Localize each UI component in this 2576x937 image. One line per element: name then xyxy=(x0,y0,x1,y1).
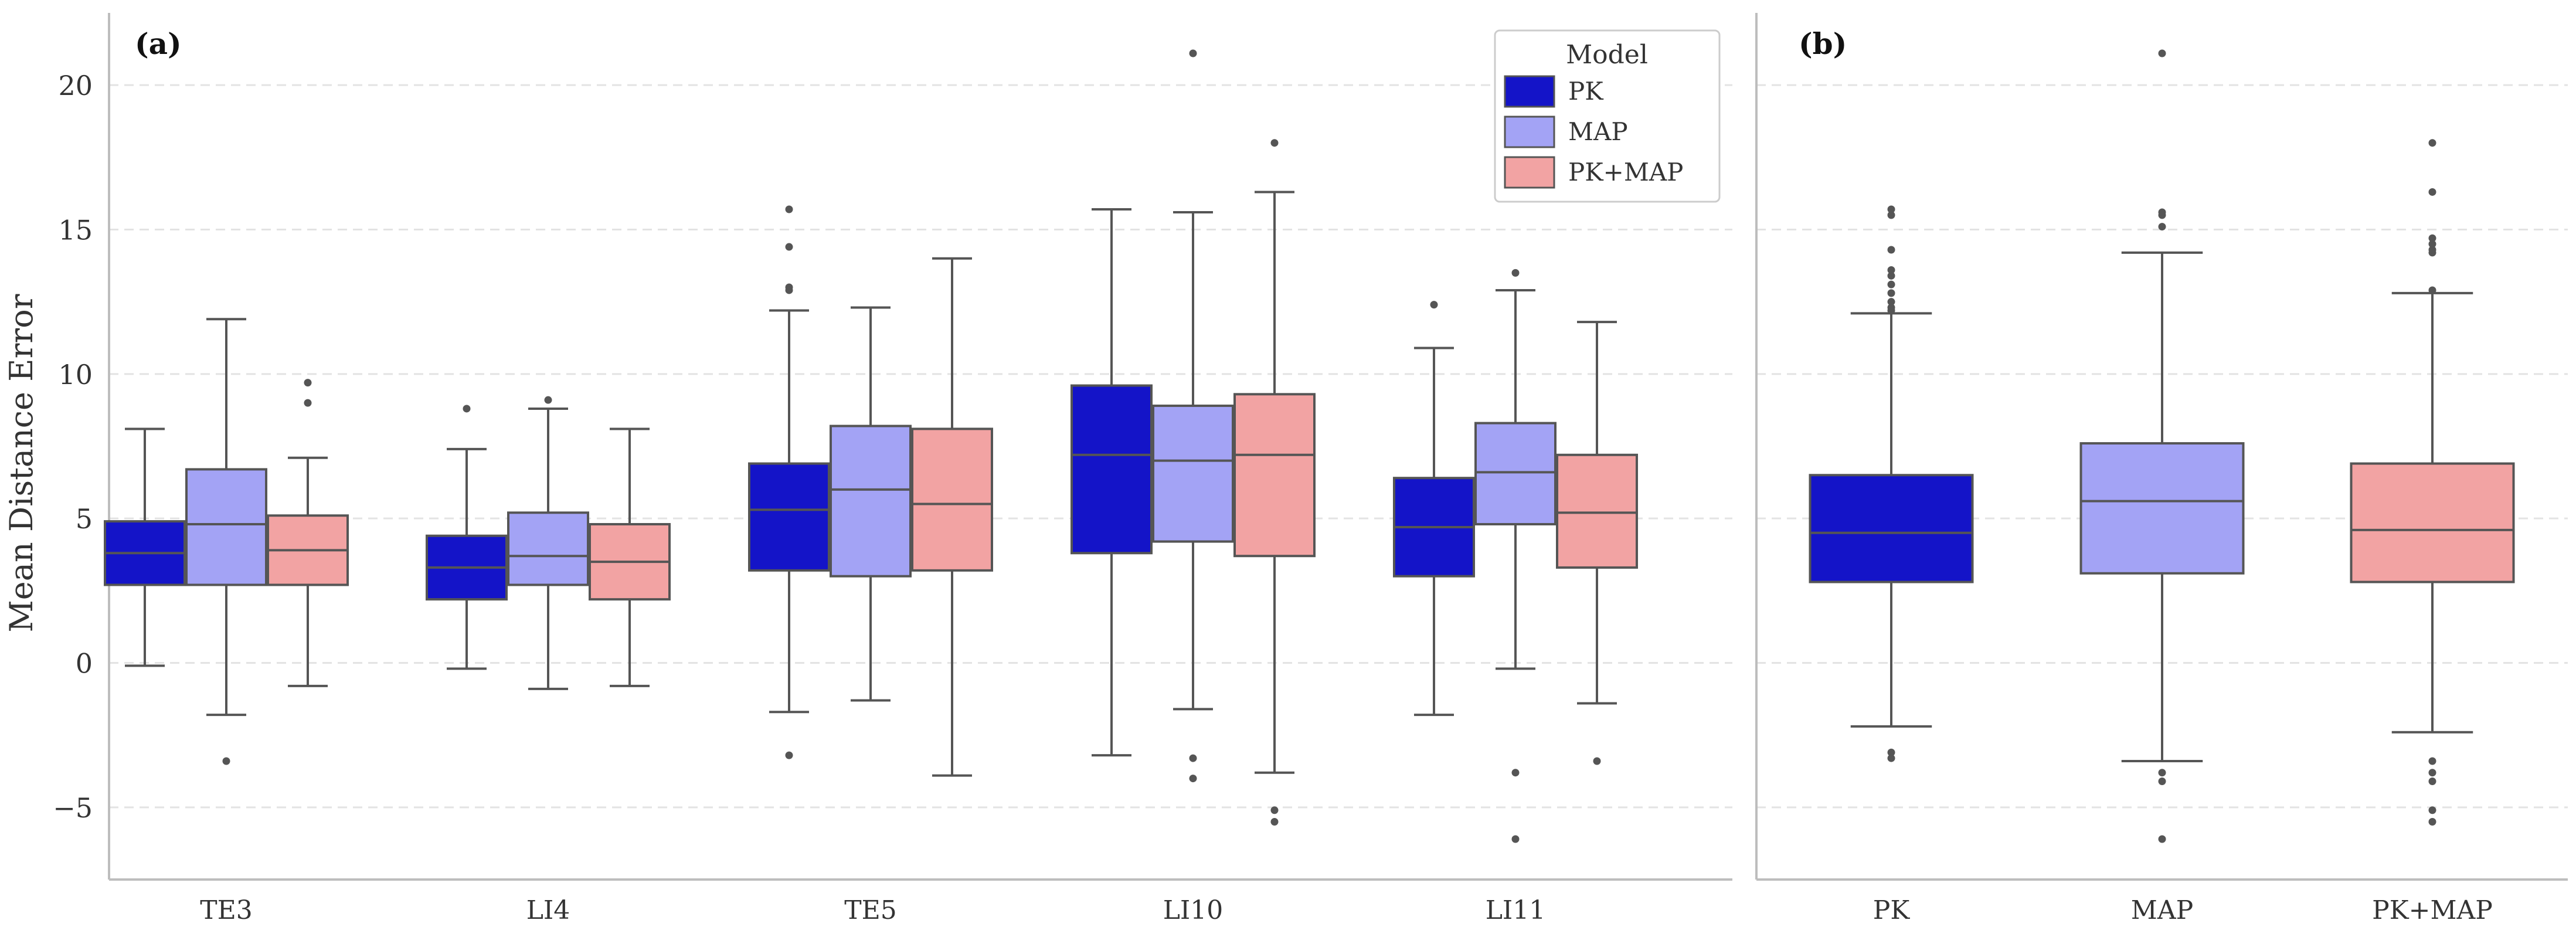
overall-box-pk-map-outlier-2 xyxy=(2428,777,2436,785)
box-te5-pk-outlier-0 xyxy=(785,751,793,759)
overall-box-pk-map-outlier-4 xyxy=(2428,817,2436,826)
box-te3-map-box xyxy=(185,468,267,586)
panel-b-label: (b) xyxy=(1799,26,1847,61)
box-li11-map-outlier-0 xyxy=(1511,769,1520,777)
overall-box-map-box xyxy=(2079,442,2245,575)
overall-box-pk-map-outlier-11 xyxy=(2428,139,2436,147)
box-li10-map-outlier-1 xyxy=(1189,775,1197,783)
legend-swatch-pk-map xyxy=(1504,156,1555,189)
box-li11-pk-map-box xyxy=(1556,453,1638,569)
box-li10-map-outlier-0 xyxy=(1189,754,1197,762)
overall-box-pk-map-outlier-0 xyxy=(2428,757,2436,765)
box-te5-pk-outlier-4 xyxy=(785,205,793,213)
box-li11-pk-map-outlier-0 xyxy=(1593,757,1601,765)
box-te5-pk-outlier-2 xyxy=(785,283,793,291)
legend-entries: PK MAP PK+MAP xyxy=(1504,75,1683,189)
overall-box-map-outlier-6 xyxy=(2158,49,2166,57)
panel-a: −5 0 5 10 15 20 TE3 LI4 TE5 LI10 LI11 (a) Mean Di… xyxy=(3,13,1732,925)
box-li10-map-box xyxy=(1152,405,1234,543)
box-te5-pk-box xyxy=(748,462,830,572)
box-te5-map-box xyxy=(830,425,912,578)
x-tick-label-te3: TE3 xyxy=(200,895,252,925)
x-tick-label-li10: LI10 xyxy=(1163,895,1224,925)
box-li11-map-outlier-1 xyxy=(1511,835,1520,843)
overall-box-map-outlier-2 xyxy=(2158,835,2166,843)
box-li4-pk-outlier-0 xyxy=(463,405,471,413)
panel-a-x-tick-labels: TE3 LI4 TE5 LI10 LI11 xyxy=(200,895,1545,925)
box-li10-pk-box xyxy=(1070,384,1153,555)
x-tick-label-li4: LI4 xyxy=(526,895,570,925)
panel-b-boxes xyxy=(1809,49,2515,843)
box-li10-pk-map-box xyxy=(1233,393,1316,558)
overall-box-pk-map-box xyxy=(2350,462,2515,583)
box-li10-pk-map-outlier-2 xyxy=(1270,139,1279,147)
box-te3-pk-map-outlier-1 xyxy=(304,379,312,387)
legend: Model PK MAP PK+MAP xyxy=(1494,29,1721,203)
overall-box-pk-outlier-7 xyxy=(1887,271,1895,280)
legend-swatch-pk xyxy=(1504,75,1555,108)
x-tick-label-map: MAP xyxy=(2131,895,2193,925)
overall-box-pk-outlier-3 xyxy=(1887,304,1895,312)
overall-box-pk-box xyxy=(1809,474,1974,583)
x-tick-label-pk: PK xyxy=(1873,895,1911,925)
panel-a-y-tick-labels: −5 0 5 10 15 20 xyxy=(53,70,93,824)
y-tick-label: 0 xyxy=(76,648,93,680)
box-te5-pk-map-box xyxy=(911,427,993,572)
box-li10-pk-map-outlier-0 xyxy=(1270,806,1279,814)
panel-a-label: (a) xyxy=(135,26,182,61)
box-li11-map-box xyxy=(1474,422,1557,526)
overall-box-pk-outlier-10 xyxy=(1887,211,1895,219)
x-tick-label-pk-map: PK+MAP xyxy=(2372,895,2493,925)
overall-box-pk-map-outlier-3 xyxy=(2428,806,2436,814)
overall-box-pk-map-outlier-7 xyxy=(2428,246,2436,254)
overall-box-pk-outlier-11 xyxy=(1887,205,1895,213)
y-tick-label: 10 xyxy=(58,359,93,391)
y-tick-label: −5 xyxy=(53,792,93,824)
box-li4-map-outlier-0 xyxy=(544,396,552,404)
overall-box-pk-map-outlier-9 xyxy=(2428,234,2436,242)
overall-box-pk-map-outlier-5 xyxy=(2428,286,2436,294)
box-li4-map-box xyxy=(507,511,589,586)
box-te3-pk-map-outlier-0 xyxy=(304,399,312,407)
overall-box-map-outlier-3 xyxy=(2158,223,2166,231)
overall-box-pk-map-outlier-1 xyxy=(2428,769,2436,777)
legend-swatch-map xyxy=(1504,116,1555,148)
panel-a-boxes xyxy=(104,49,1638,843)
overall-box-pk-map-outlier-10 xyxy=(2428,188,2436,196)
box-te3-map-outlier-0 xyxy=(222,757,230,765)
y-tick-label: 20 xyxy=(58,70,93,101)
x-tick-label-te5: TE5 xyxy=(844,895,896,925)
panel-b-x-tick-labels: PK MAP PK+MAP xyxy=(1873,895,2493,925)
box-li10-map-outlier-2 xyxy=(1189,49,1197,57)
y-tick-label: 15 xyxy=(58,215,93,246)
overall-box-map-outlier-5 xyxy=(2158,208,2166,216)
y-axis-label: Mean Distance Error xyxy=(3,294,40,632)
box-li11-pk-outlier-0 xyxy=(1430,301,1438,309)
overall-box-pk-map-outlier-8 xyxy=(2428,240,2436,248)
overall-box-pk-outlier-0 xyxy=(1887,748,1895,756)
overall-box-map-outlier-1 xyxy=(2158,777,2166,785)
y-tick-label: 5 xyxy=(76,503,93,535)
overall-box-pk-outlier-9 xyxy=(1887,246,1895,254)
legend-title: Model xyxy=(1566,40,1648,70)
overall-box-pk-outlier-4 xyxy=(1887,298,1895,306)
overall-box-pk-outlier-8 xyxy=(1887,266,1895,274)
box-li11-map-outlier-2 xyxy=(1511,269,1520,277)
legend-label-map: MAP xyxy=(1568,117,1628,146)
x-tick-label-li11: LI11 xyxy=(1486,895,1546,925)
overall-box-map-outlier-0 xyxy=(2158,769,2166,777)
box-li10-pk-map-outlier-1 xyxy=(1270,817,1279,826)
box-te5-pk-outlier-3 xyxy=(785,243,793,251)
legend-label-pk-map: PK+MAP xyxy=(1568,158,1683,186)
overall-box-pk-outlier-5 xyxy=(1887,289,1895,297)
legend-label-pk: PK xyxy=(1568,77,1604,106)
overall-box-pk-outlier-1 xyxy=(1887,754,1895,762)
panel-b: PK MAP PK+MAP (b) xyxy=(1755,13,2568,925)
overall-box-pk-outlier-6 xyxy=(1887,280,1895,288)
